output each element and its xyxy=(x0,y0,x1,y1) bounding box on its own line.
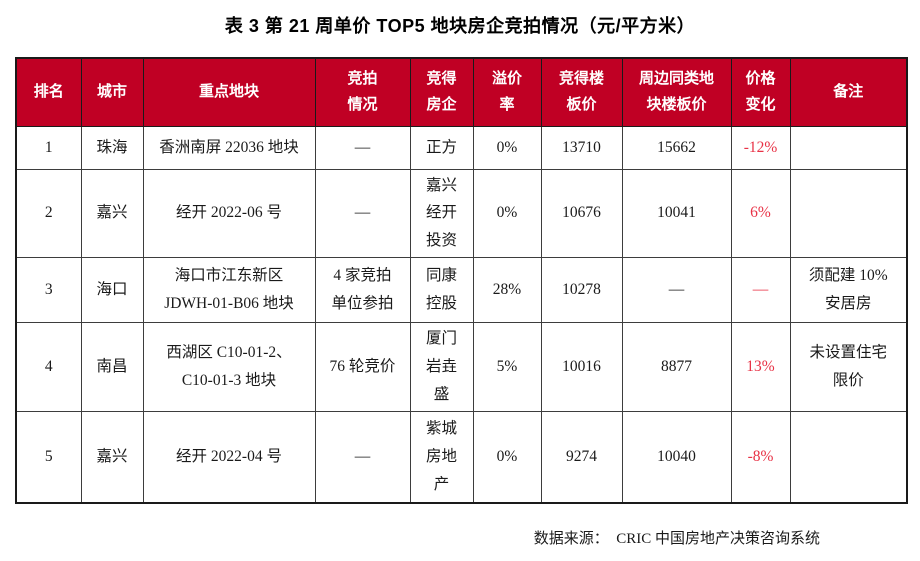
table-title: 表 3 第 21 周单价 TOP5 地块房企竞拍情况（元/平方米） xyxy=(224,16,696,36)
table-cell: 南昌 xyxy=(80,322,144,412)
table-cell: 海口 xyxy=(80,257,144,324)
table-cell: 厦门 岩垚 盛 xyxy=(409,322,474,412)
table-cell: 4 xyxy=(15,322,82,412)
data-source-note: 数据来源： CRIC 中国房地产决策咨询系统 xyxy=(533,531,820,547)
table-row: 2 嘉兴 经开 2022-06 号 — 嘉兴 经开 投资 0% 10676 10041 6% xyxy=(15,168,908,259)
table-row: 3 海口 海口市江东新区 JDWH-01-B06 地块 4 家竞拍 单位参拍 同康 控股… xyxy=(15,257,908,324)
table-cell: 15662 xyxy=(621,125,732,170)
table-cell: 10041 xyxy=(621,168,732,259)
top5-land-auction-table: 排名 城市 重点地块 竞拍 情况 竞得 房企 溢价 率 竞得楼 板价 周边同类地… xyxy=(15,57,908,505)
table-cell: 0% xyxy=(472,410,542,504)
table-cell: — xyxy=(314,125,411,170)
table-cell xyxy=(789,168,908,259)
table-cell: 海口市江东新区 JDWH-01-B06 地块 xyxy=(142,257,316,324)
header-winning-firm: 竞得 房企 xyxy=(409,57,474,127)
table-cell: 经开 2022-06 号 xyxy=(142,168,316,259)
header-city: 城市 xyxy=(80,57,144,127)
header-premium-rate: 溢价 率 xyxy=(472,57,542,127)
table-cell: 嘉兴 经开 投资 xyxy=(409,168,474,259)
table-cell: 3 xyxy=(15,257,82,324)
header-nearby-price: 周边同类地 块楼板价 xyxy=(621,57,732,127)
table-cell: 同康 控股 xyxy=(409,257,474,324)
header-price-change: 价格 变化 xyxy=(730,57,791,127)
table-cell: 0% xyxy=(472,125,542,170)
table-body: 1 珠海 香洲南屏 22036 地块 — 正方 0% 13710 15662 -12% 2 嘉兴 经开… xyxy=(15,125,908,504)
table-cell: 10676 xyxy=(540,168,623,259)
table-cell: 香洲南屏 22036 地块 xyxy=(142,125,316,170)
table-cell xyxy=(789,410,908,504)
table-cell: 紫城 房地 产 xyxy=(409,410,474,504)
header-key-parcel: 重点地块 xyxy=(142,57,316,127)
table-cell: -8% xyxy=(730,410,791,504)
table-cell: — xyxy=(314,410,411,504)
table-cell: 4 家竞拍 单位参拍 xyxy=(314,257,411,324)
table-cell: 经开 2022-04 号 xyxy=(142,410,316,504)
table-cell: 嘉兴 xyxy=(80,410,144,504)
table-cell: -12% xyxy=(730,125,791,170)
table-cell: 1 xyxy=(15,125,82,170)
table-cell: 须配建 10% 安居房 xyxy=(789,257,908,324)
header-floor-price: 竞得楼 板价 xyxy=(540,57,623,127)
table-cell: 0% xyxy=(472,168,542,259)
table-row: 5 嘉兴 经开 2022-04 号 — 紫城 房地 产 0% 9274 10040 -8% xyxy=(15,410,908,504)
table-cell: — xyxy=(621,257,732,324)
table-cell: 8877 xyxy=(621,322,732,412)
table-cell: 正方 xyxy=(409,125,474,170)
table-row: 1 珠海 香洲南屏 22036 地块 — 正方 0% 13710 15662 -12% xyxy=(15,125,908,170)
table-cell: 嘉兴 xyxy=(80,168,144,259)
table-row: 4 南昌 西湖区 C10-01-2、 C10-01-3 地块 76 轮竞价 厦门 岩垚 … xyxy=(15,322,908,412)
table-cell: 西湖区 C10-01-2、 C10-01-3 地块 xyxy=(142,322,316,412)
table-cell: 5 xyxy=(15,410,82,504)
table-cell: 未设置住宅 限价 xyxy=(789,322,908,412)
table-cell: — xyxy=(314,168,411,259)
table-cell xyxy=(789,125,908,170)
header-rank: 排名 xyxy=(15,57,82,127)
table-cell: 10016 xyxy=(540,322,623,412)
table-header-row: 排名 城市 重点地块 竞拍 情况 竞得 房企 溢价 率 竞得楼 板价 周边同类地… xyxy=(15,57,908,127)
header-notes: 备注 xyxy=(789,57,908,127)
table-cell: 76 轮竞价 xyxy=(314,322,411,412)
table-cell: 13% xyxy=(730,322,791,412)
table-cell: 9274 xyxy=(540,410,623,504)
table-cell: — xyxy=(730,257,791,324)
header-bid-situation: 竞拍 情况 xyxy=(314,57,411,127)
table-cell: 10040 xyxy=(621,410,732,504)
table-cell: 2 xyxy=(15,168,82,259)
table-cell: 10278 xyxy=(540,257,623,324)
table-cell: 28% xyxy=(472,257,542,324)
table-cell: 6% xyxy=(730,168,791,259)
table-cell: 13710 xyxy=(540,125,623,170)
table-cell: 5% xyxy=(472,322,542,412)
table-cell: 珠海 xyxy=(80,125,144,170)
